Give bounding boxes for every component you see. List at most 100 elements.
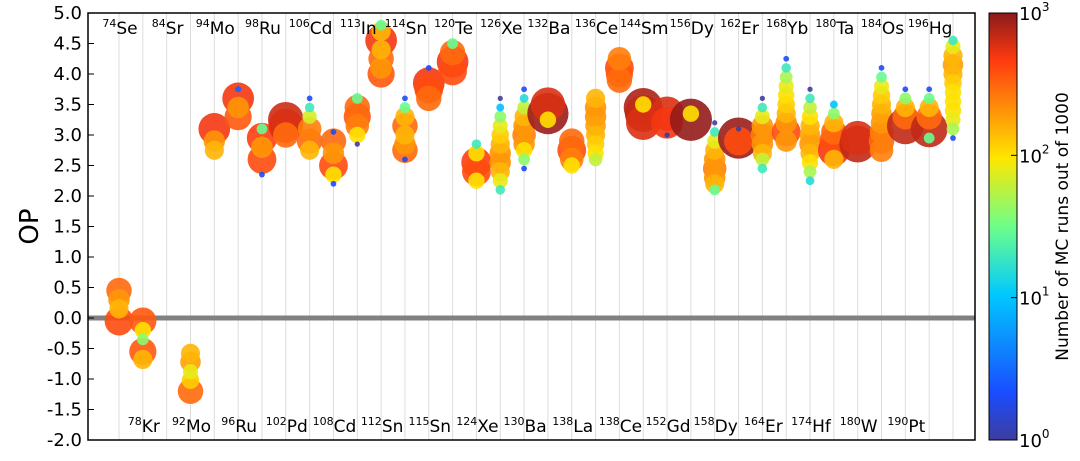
- mass-number: 158: [694, 415, 715, 428]
- data-point: [300, 140, 320, 160]
- data-point: [902, 86, 909, 93]
- data-point: [425, 65, 432, 71]
- data-point: [302, 109, 317, 124]
- nucleus-label: 180Ta: [815, 17, 854, 39]
- data-point: [735, 126, 742, 132]
- data-point: [325, 166, 342, 183]
- data-point: [134, 322, 152, 339]
- data-point: [259, 171, 265, 178]
- data-point: [664, 132, 670, 138]
- mass-number: 92: [172, 415, 186, 428]
- element-symbol: Dy: [715, 417, 738, 437]
- data-point: [330, 180, 337, 187]
- mass-number: 94: [196, 17, 210, 30]
- y-tick-label: 1.5: [53, 217, 82, 238]
- mass-number: 98: [245, 17, 259, 30]
- element-symbol: Pd: [287, 417, 308, 437]
- data-point: [227, 96, 249, 119]
- data-point: [180, 343, 201, 363]
- mass-number: 120: [434, 17, 455, 30]
- mass-number: 162: [720, 17, 741, 30]
- element-symbol: Ru: [235, 417, 257, 437]
- data-point: [492, 118, 508, 134]
- y-tick-label: 3.5: [53, 95, 82, 116]
- data-point: [709, 184, 721, 196]
- data-point: [349, 126, 366, 144]
- mass-number: 112: [361, 415, 382, 428]
- data-point: [779, 70, 793, 84]
- data-point: [133, 349, 153, 370]
- data-point: [304, 102, 315, 113]
- data-point: [468, 145, 485, 162]
- data-point: [402, 156, 408, 163]
- nucleus-label: 180W: [840, 415, 878, 437]
- nucleus-label: 113In: [340, 17, 377, 39]
- element-symbol: Mo: [186, 417, 211, 437]
- data-point: [204, 140, 224, 160]
- data-point: [585, 88, 606, 108]
- mass-number: 84: [152, 17, 166, 30]
- data-point: [724, 126, 753, 156]
- nucleus-label: 98Ru: [245, 17, 281, 39]
- mass-number: 168: [766, 17, 787, 30]
- data-point: [709, 127, 720, 137]
- mass-number: 74: [102, 17, 116, 30]
- y-tick-label: -1.0: [47, 369, 82, 390]
- data-point: [109, 299, 129, 319]
- data-point: [494, 110, 507, 123]
- data-point: [375, 19, 387, 31]
- data-point: [330, 129, 337, 135]
- element-symbol: Pt: [908, 417, 925, 437]
- element-symbol: Se: [116, 19, 137, 39]
- data-point: [805, 176, 815, 186]
- data-point: [521, 165, 527, 172]
- nucleus-label: 184Os: [861, 17, 904, 39]
- element-symbol: Xe: [477, 417, 498, 437]
- data-point: [559, 128, 585, 154]
- y-tick-label: -2.0: [47, 430, 82, 451]
- mass-number: 152: [646, 415, 667, 428]
- data-point: [182, 364, 199, 380]
- mass-number: 115: [408, 415, 429, 428]
- data-point: [322, 142, 345, 165]
- data-point: [805, 93, 815, 104]
- mass-number: 96: [221, 415, 235, 428]
- nucleus-label: 174Hf: [791, 415, 832, 437]
- nucleus-labels: 74Se78Kr84Sr92Mo94Mo96Ru98Ru102Pd106Cd10…: [102, 17, 952, 437]
- data-point: [755, 152, 770, 167]
- data-point: [944, 84, 962, 101]
- data-point: [712, 120, 718, 126]
- colorbar-label: Number of MC runs out of 1000: [1053, 92, 1073, 361]
- data-point: [682, 105, 700, 122]
- colorbar-tick-label: 103: [1019, 0, 1050, 25]
- tick-exponent: 0: [1042, 427, 1050, 441]
- tick-exponent: 1: [1042, 285, 1050, 299]
- data-point: [438, 56, 467, 86]
- element-symbol: Os: [882, 19, 904, 39]
- element-symbol: Sn: [406, 19, 428, 39]
- data-point: [827, 107, 840, 120]
- mass-number: 136: [575, 17, 596, 30]
- mass-number: 102: [266, 415, 287, 428]
- nucleus-label: 196Hg: [908, 17, 953, 39]
- data-point: [530, 87, 566, 122]
- data-point: [950, 135, 956, 141]
- data-point: [370, 57, 392, 79]
- data-points: [104, 19, 964, 404]
- y-tick-label: 0.0: [53, 308, 82, 329]
- data-point: [344, 94, 371, 121]
- data-point: [829, 100, 838, 109]
- element-symbol: Ta: [835, 19, 854, 39]
- y-tick-label: 3.0: [53, 125, 82, 146]
- data-point: [521, 86, 527, 93]
- data-point: [518, 153, 531, 166]
- data-point: [492, 173, 508, 189]
- element-symbol: Ru: [259, 19, 281, 39]
- data-point: [439, 39, 466, 66]
- element-symbol: Xe: [501, 19, 522, 39]
- data-point: [588, 152, 603, 167]
- mass-number: 184: [861, 17, 882, 30]
- mass-number: 108: [313, 415, 334, 428]
- data-point: [399, 102, 411, 113]
